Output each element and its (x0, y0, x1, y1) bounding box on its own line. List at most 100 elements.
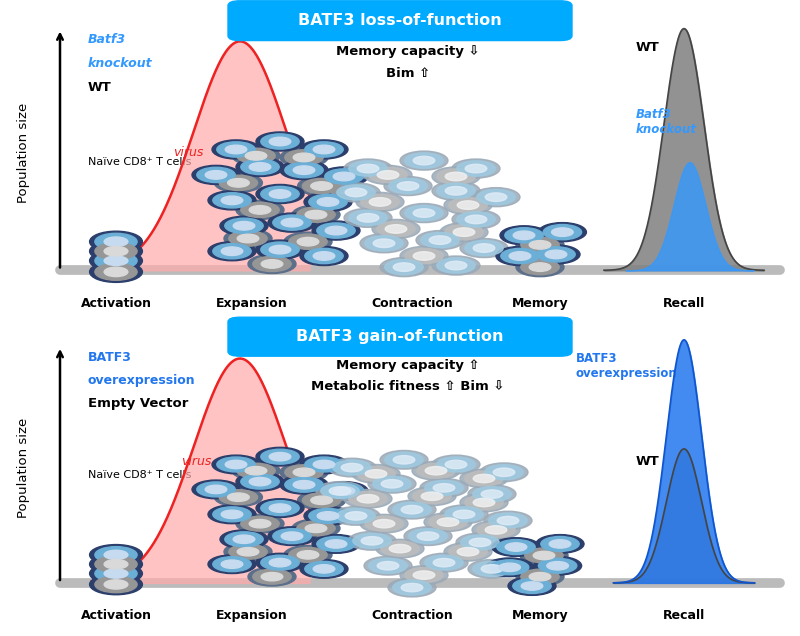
Circle shape (490, 560, 529, 575)
Circle shape (104, 256, 128, 265)
Circle shape (229, 544, 267, 559)
Circle shape (197, 482, 235, 497)
Circle shape (413, 209, 435, 218)
Circle shape (449, 197, 487, 212)
Circle shape (300, 560, 348, 578)
Text: BATF3 gain-of-function: BATF3 gain-of-function (296, 329, 504, 344)
Circle shape (538, 558, 577, 573)
Circle shape (90, 554, 142, 574)
Circle shape (466, 215, 486, 224)
Circle shape (256, 132, 304, 151)
Circle shape (440, 505, 488, 523)
Circle shape (421, 492, 443, 501)
Circle shape (248, 254, 296, 273)
Circle shape (213, 193, 251, 208)
Circle shape (289, 548, 327, 562)
Circle shape (516, 258, 564, 277)
Text: Naïve CD8⁺ T cells: Naïve CD8⁺ T cells (88, 471, 191, 480)
Circle shape (245, 151, 266, 160)
Circle shape (225, 218, 263, 233)
Circle shape (550, 540, 570, 548)
Circle shape (434, 558, 455, 567)
Circle shape (95, 576, 137, 593)
Text: Activation: Activation (81, 297, 151, 310)
Circle shape (437, 169, 475, 184)
Circle shape (437, 183, 475, 198)
Circle shape (376, 539, 424, 558)
Circle shape (241, 516, 279, 531)
Circle shape (90, 544, 142, 565)
Circle shape (457, 212, 495, 227)
Circle shape (221, 247, 243, 256)
Circle shape (534, 551, 555, 560)
Circle shape (104, 569, 128, 578)
Circle shape (293, 153, 315, 162)
Circle shape (192, 480, 240, 499)
Circle shape (394, 263, 415, 272)
Circle shape (312, 535, 360, 553)
Circle shape (317, 512, 339, 520)
Circle shape (314, 252, 335, 260)
Circle shape (280, 475, 328, 494)
Circle shape (374, 520, 395, 528)
Circle shape (532, 245, 580, 264)
Circle shape (248, 567, 296, 586)
Circle shape (400, 204, 448, 223)
Circle shape (513, 579, 551, 593)
Circle shape (437, 457, 475, 472)
Circle shape (460, 469, 508, 488)
Circle shape (282, 532, 302, 541)
Circle shape (234, 535, 254, 544)
Circle shape (249, 163, 270, 171)
Circle shape (378, 170, 399, 179)
Circle shape (496, 246, 544, 266)
Circle shape (454, 228, 475, 237)
FancyBboxPatch shape (228, 317, 572, 356)
Circle shape (360, 233, 408, 252)
Circle shape (445, 507, 483, 522)
Circle shape (95, 233, 137, 250)
Circle shape (320, 167, 368, 186)
Circle shape (349, 210, 387, 225)
Circle shape (261, 501, 299, 516)
Text: WT: WT (636, 455, 660, 468)
Circle shape (465, 471, 503, 486)
Circle shape (104, 247, 128, 256)
Circle shape (205, 170, 227, 179)
Circle shape (298, 551, 318, 559)
Circle shape (446, 172, 467, 181)
Text: Recall: Recall (663, 609, 705, 622)
Circle shape (516, 567, 564, 586)
Circle shape (484, 511, 532, 530)
Circle shape (413, 156, 435, 165)
Circle shape (261, 572, 283, 581)
Circle shape (365, 235, 403, 251)
Circle shape (420, 553, 468, 572)
Circle shape (400, 151, 448, 170)
Circle shape (485, 193, 507, 202)
Circle shape (316, 481, 364, 501)
Circle shape (509, 252, 531, 260)
Circle shape (361, 195, 399, 210)
Text: Memory: Memory (512, 609, 568, 622)
Circle shape (458, 201, 479, 209)
Circle shape (492, 537, 540, 556)
Circle shape (90, 232, 142, 252)
Circle shape (352, 464, 400, 483)
Circle shape (400, 246, 448, 266)
Circle shape (401, 506, 422, 514)
Circle shape (385, 259, 423, 275)
Circle shape (530, 572, 550, 581)
Circle shape (268, 527, 316, 546)
Circle shape (253, 569, 291, 584)
Circle shape (498, 516, 518, 525)
Circle shape (522, 582, 542, 590)
Circle shape (314, 145, 335, 154)
Circle shape (474, 244, 494, 252)
Circle shape (285, 477, 323, 492)
Circle shape (298, 237, 318, 246)
Circle shape (521, 259, 559, 275)
Circle shape (413, 571, 435, 579)
Circle shape (269, 504, 291, 513)
Circle shape (269, 190, 291, 198)
